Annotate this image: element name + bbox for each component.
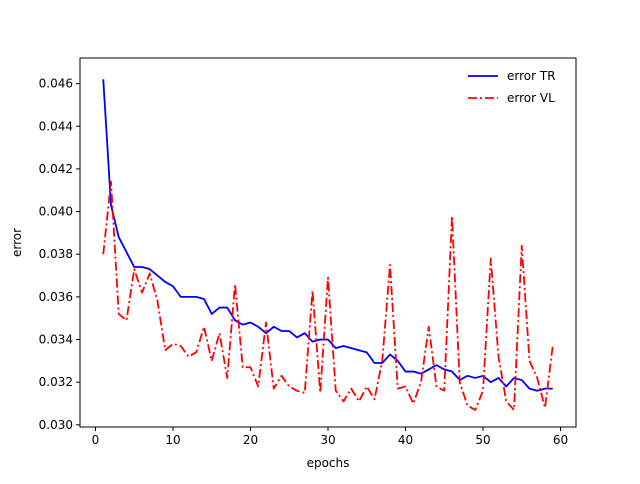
series-line-error-vl [102, 180, 554, 411]
legend-label: error VL [507, 91, 555, 105]
x-tick-label: 0 [92, 433, 100, 447]
y-tick-label: 0.034 [39, 333, 73, 347]
series-line-error-tr [102, 79, 553, 392]
y-tick-label: 0.030 [39, 418, 73, 432]
y-tick-label: 0.044 [39, 119, 73, 133]
y-axis-ticks: 0.030 0.032 0.034 0.036 0.038 0.040 0.042 0.044… [39, 77, 80, 432]
x-tick-label: 10 [165, 433, 180, 447]
y-tick-label: 0.042 [39, 162, 73, 176]
y-tick-label: 0.038 [39, 247, 73, 261]
x-tick-label: 20 [243, 433, 258, 447]
x-tick-label: 50 [475, 433, 490, 447]
x-axis-ticks: 0 10 20 30 40 50 60 [92, 427, 568, 447]
x-tick-label: 30 [320, 433, 335, 447]
x-tick-label: 60 [553, 433, 568, 447]
plot-area [80, 58, 576, 427]
y-tick-label: 0.046 [39, 77, 73, 91]
y-tick-label: 0.040 [39, 205, 73, 219]
y-axis-label: error [10, 228, 24, 257]
series-layer [102, 79, 554, 411]
y-tick-label: 0.032 [39, 375, 73, 389]
y-tick-label: 0.036 [39, 290, 73, 304]
x-axis-label: epochs [307, 456, 350, 470]
x-tick-label: 40 [398, 433, 413, 447]
legend-label: error TR [507, 69, 556, 83]
legend: error TR error VL [468, 69, 556, 105]
